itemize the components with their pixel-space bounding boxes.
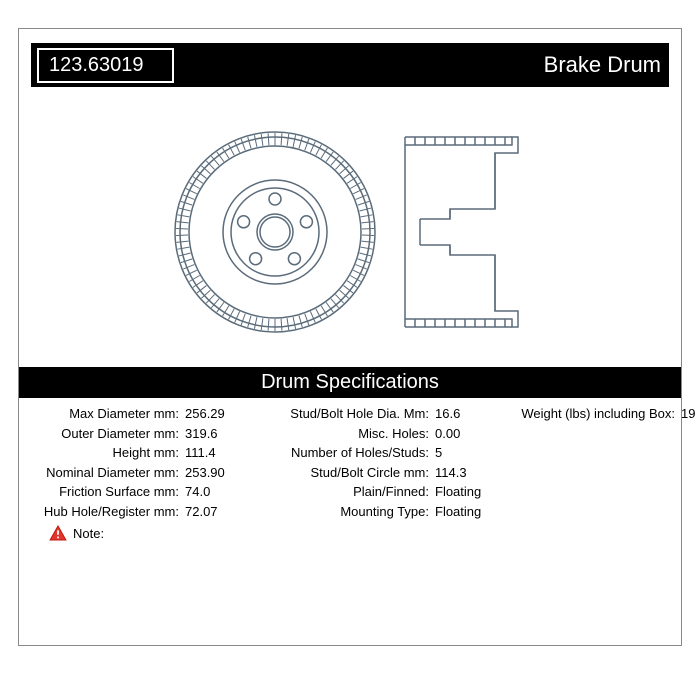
spec-label: Height mm: xyxy=(31,443,179,463)
specs-col-3: Weight (lbs) including Box: 19 xyxy=(507,404,695,521)
spec-value: 0.00 xyxy=(435,424,481,444)
spec-value: 253.90 xyxy=(185,463,225,483)
spec-value: 256.29 xyxy=(185,404,225,424)
spec-value: 74.0 xyxy=(185,482,225,502)
spec-label: Mounting Type: xyxy=(269,502,429,522)
specs-col-1: Max Diameter mm: Outer Diameter mm: Heig… xyxy=(31,404,269,521)
part-number: 123.63019 xyxy=(49,54,144,76)
spec-label: Plain/Finned: xyxy=(269,482,429,502)
specs-col-1-values: 256.29 319.6 111.4 253.90 74.0 72.07 xyxy=(179,404,225,521)
product-name: Brake Drum xyxy=(544,52,661,78)
spec-value: 111.4 xyxy=(185,443,225,463)
part-number-box: 123.63019 xyxy=(37,48,174,83)
note-row: Note: xyxy=(19,521,681,541)
spec-label: Number of Holes/Studs: xyxy=(269,443,429,463)
specs-table: Max Diameter mm: Outer Diameter mm: Heig… xyxy=(19,404,681,521)
specs-col-1-labels: Max Diameter mm: Outer Diameter mm: Heig… xyxy=(31,404,179,521)
spec-value: Floating xyxy=(435,502,481,522)
specs-col-3-values: 19 xyxy=(675,404,695,521)
specs-col-3-labels: Weight (lbs) including Box: xyxy=(507,404,675,521)
spec-value: 16.6 xyxy=(435,404,481,424)
spec-label: Outer Diameter mm: xyxy=(31,424,179,444)
spec-label: Hub Hole/Register mm: xyxy=(31,502,179,522)
spec-value: 114.3 xyxy=(435,463,481,483)
section-title-bar: Drum Specifications xyxy=(19,367,681,398)
warning-icon xyxy=(49,525,67,541)
spec-label: Nominal Diameter mm: xyxy=(31,463,179,483)
spec-label: Weight (lbs) including Box: xyxy=(507,404,675,424)
header-bar: 123.63019 Brake Drum xyxy=(31,43,669,87)
section-title: Drum Specifications xyxy=(261,371,439,393)
product-drawing-area xyxy=(19,87,681,367)
spec-value: 5 xyxy=(435,443,481,463)
spec-value: 319.6 xyxy=(185,424,225,444)
note-label: Note: xyxy=(73,526,104,541)
spec-value: Floating xyxy=(435,482,481,502)
spec-label: Max Diameter mm: xyxy=(31,404,179,424)
spec-label: Stud/Bolt Circle mm: xyxy=(269,463,429,483)
spec-label: Misc. Holes: xyxy=(269,424,429,444)
spec-value: 72.07 xyxy=(185,502,225,522)
specs-col-2: Stud/Bolt Hole Dia. Mm: Misc. Holes: Num… xyxy=(269,404,507,521)
drum-side-drawing xyxy=(400,127,530,337)
specs-col-2-values: 16.6 0.00 5 114.3 Floating Floating xyxy=(429,404,481,521)
spec-value: 19 xyxy=(681,404,695,424)
drum-front-drawing xyxy=(170,127,380,337)
spec-label: Stud/Bolt Hole Dia. Mm: xyxy=(269,404,429,424)
specs-col-2-labels: Stud/Bolt Hole Dia. Mm: Misc. Holes: Num… xyxy=(269,404,429,521)
spec-card: 123.63019 Brake Drum xyxy=(18,28,682,646)
spec-label: Friction Surface mm: xyxy=(31,482,179,502)
